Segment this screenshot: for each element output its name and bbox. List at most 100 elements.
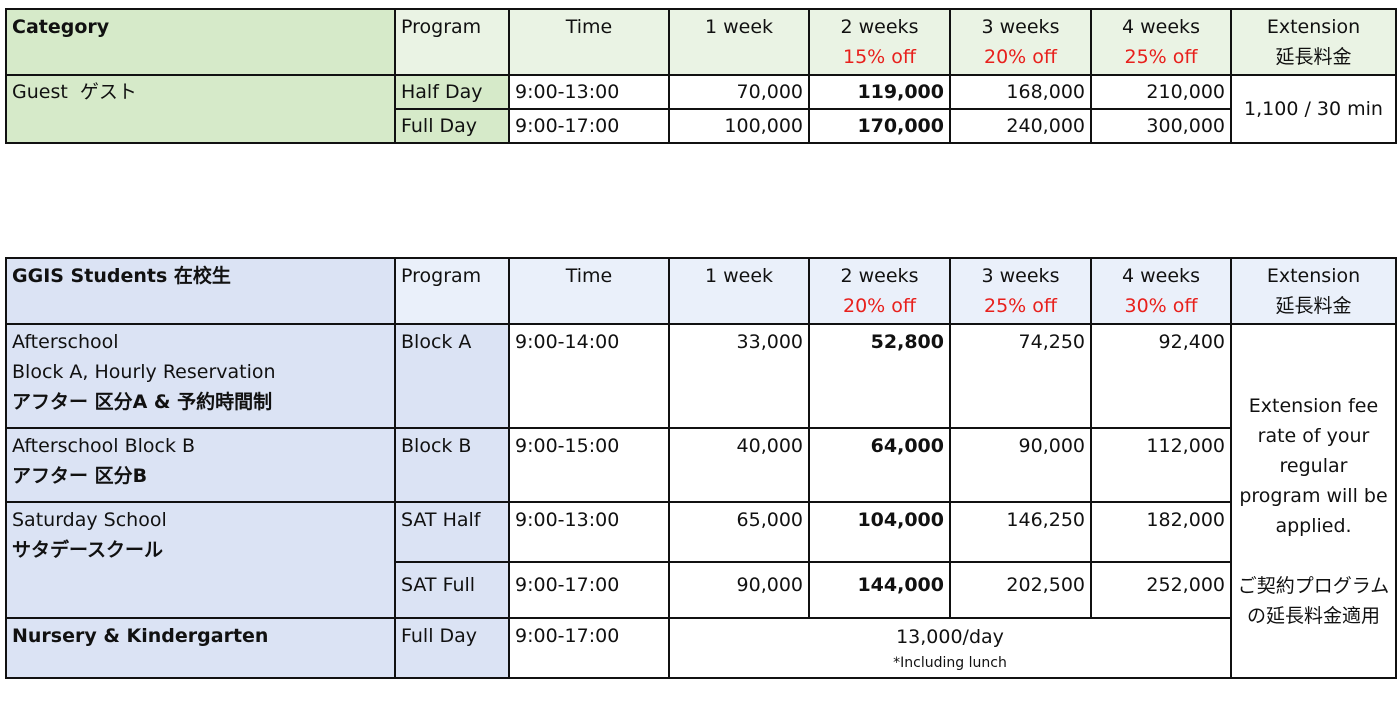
week2-label: 2 weeks [840, 265, 919, 287]
price-cell: 210,000 [1090, 74, 1232, 110]
program-cell: Block B [394, 427, 510, 503]
price-cell: 40,000 [668, 427, 810, 503]
program-cell: Full Day [394, 617, 510, 679]
time-cell: 9:00-15:00 [508, 427, 670, 503]
nursery-note: *Including lunch [893, 655, 1007, 671]
week2-header: 2 weeks 20% off [808, 257, 951, 325]
price-cell: 100,000 [668, 108, 810, 144]
week4-discount: 30% off [1124, 295, 1198, 317]
category-cell: Saturday School サタデースクール [5, 501, 396, 619]
price-cell: 240,000 [949, 108, 1092, 144]
program-cell: Half Day [394, 74, 510, 110]
header-row: Category Program Time 1 week 2 weeks 15% … [5, 8, 1397, 76]
time-header: Time [508, 257, 670, 325]
nursery-category: Nursery & Kindergarten [5, 617, 396, 679]
week3-discount: 20% off [984, 46, 1057, 68]
student-price-table: GGIS Students 在校生 Program Time 1 week 2 … [5, 257, 1397, 679]
week2-header: 2 weeks 15% off [808, 8, 951, 76]
extension-label: Extension [1266, 265, 1361, 287]
extension-cell: 1,100 / 30 min [1230, 74, 1397, 144]
program-cell: Block A [394, 323, 510, 429]
table-row: Guest ゲスト Half Day 9:00-13:00 70,000 119… [5, 74, 1397, 144]
price-cell: 168,000 [949, 74, 1092, 110]
week2-discount: 15% off [843, 46, 916, 68]
price-cell: 92,400 [1090, 323, 1232, 429]
category-line-jp: アフター 区分B [12, 465, 148, 487]
program-cell: Full Day [394, 108, 510, 144]
program-cell: SAT Half [394, 501, 510, 563]
extension-note-en: Extension fee rate of your regular progr… [1239, 395, 1388, 537]
price-cell: 202,500 [949, 561, 1092, 619]
category-header: GGIS Students 在校生 [5, 257, 396, 325]
week1-header: 1 week [668, 8, 810, 76]
week3-header: 3 weeks 25% off [949, 257, 1092, 325]
week3-label: 3 weeks [981, 265, 1060, 287]
price-cell: 90,000 [668, 561, 810, 619]
week1-header: 1 week [668, 257, 810, 325]
time-cell: 9:00-13:00 [508, 501, 670, 563]
price-cell: 64,000 [808, 427, 951, 503]
guest-category: Guest ゲスト [5, 74, 396, 144]
price-cell: 182,000 [1090, 501, 1232, 563]
table-row: Saturday School サタデースクール SAT Half 9:00-1… [5, 501, 1396, 619]
time-cell: 9:00-17:00 [508, 617, 670, 679]
program-cell: SAT Full [394, 561, 510, 619]
week4-header: 4 weeks 25% off [1090, 8, 1232, 76]
category-line: Afterschool Block B [12, 435, 196, 457]
category-line-jp: サタデースクール [12, 539, 164, 561]
header-row: GGIS Students 在校生 Program Time 1 week 2 … [5, 257, 1397, 325]
week4-label: 4 weeks [1122, 16, 1200, 38]
program-header: Program [394, 257, 510, 325]
table-row: Afterschool Block A, Hourly Reservation … [5, 323, 1397, 679]
time-cell: 9:00-17:00 [508, 561, 670, 619]
extension-header: Extension 延長料金 [1230, 257, 1397, 325]
table-row: SAT Full 9:00-17:00 90,000 144,000 202,5… [6, 561, 1396, 619]
time-cell: 9:00-14:00 [508, 323, 670, 429]
week3-label: 3 weeks [981, 16, 1060, 38]
category-line: Afterschool [12, 331, 119, 353]
category-cell: Afterschool Block A, Hourly Reservation … [5, 323, 396, 429]
time-header: Time [508, 8, 670, 76]
price-cell: 252,000 [1090, 561, 1232, 619]
price-cell: 112,000 [1090, 427, 1232, 503]
price-cell: 144,000 [808, 561, 951, 619]
program-header: Program [394, 8, 510, 76]
price-cell: 70,000 [668, 74, 810, 110]
table-row: Afterschool Block B アフター 区分B Block B 9:0… [5, 427, 1396, 503]
week2-discount: 20% off [843, 295, 916, 317]
time-cell: 9:00-17:00 [508, 108, 670, 144]
category-line: Block A, Hourly Reservation [12, 361, 276, 383]
nursery-price-cell: 13,000/day *Including lunch [668, 617, 1232, 679]
time-cell: 9:00-13:00 [508, 74, 670, 110]
extension-label: Extension [1266, 16, 1361, 38]
category-cell: Afterschool Block B アフター 区分B [5, 427, 396, 503]
week4-header: 4 weeks 30% off [1090, 257, 1232, 325]
guest-price-table: Category Program Time 1 week 2 weeks 15% … [5, 8, 1397, 144]
week3-header: 3 weeks 20% off [949, 8, 1092, 76]
table-row: Nursery & Kindergarten Full Day 9:00-17:… [5, 617, 1396, 679]
price-cell: 74,250 [949, 323, 1092, 429]
week2-label: 2 weeks [840, 16, 919, 38]
price-cell: 52,800 [808, 323, 951, 429]
category-line-jp: アフター 区分A & 予約時間制 [12, 391, 273, 413]
category-line: Saturday School [12, 509, 167, 531]
price-cell: 170,000 [808, 108, 951, 144]
price-cell: 300,000 [1090, 108, 1232, 144]
week4-discount: 25% off [1124, 46, 1198, 68]
price-cell: 33,000 [668, 323, 810, 429]
nursery-price: 13,000/day [896, 626, 1004, 648]
price-cell: 146,250 [949, 501, 1092, 563]
price-cell: 65,000 [668, 501, 810, 563]
extension-note-cell: Extension fee rate of your regular progr… [1230, 323, 1397, 679]
table-row: Full Day 9:00-17:00 100,000 170,000 240,… [6, 108, 1396, 144]
week3-discount: 25% off [984, 295, 1057, 317]
extension-note-jp: ご契約プログラムの延長料金適用 [1237, 575, 1390, 627]
extension-label-jp: 延長料金 [1275, 295, 1352, 317]
price-cell: 90,000 [949, 427, 1092, 503]
price-cell: 104,000 [808, 501, 951, 563]
week4-label: 4 weeks [1122, 265, 1200, 287]
category-header: Category [5, 8, 396, 76]
extension-label-jp: 延長料金 [1275, 46, 1352, 68]
extension-header: Extension 延長料金 [1230, 8, 1397, 76]
price-cell: 119,000 [808, 74, 951, 110]
